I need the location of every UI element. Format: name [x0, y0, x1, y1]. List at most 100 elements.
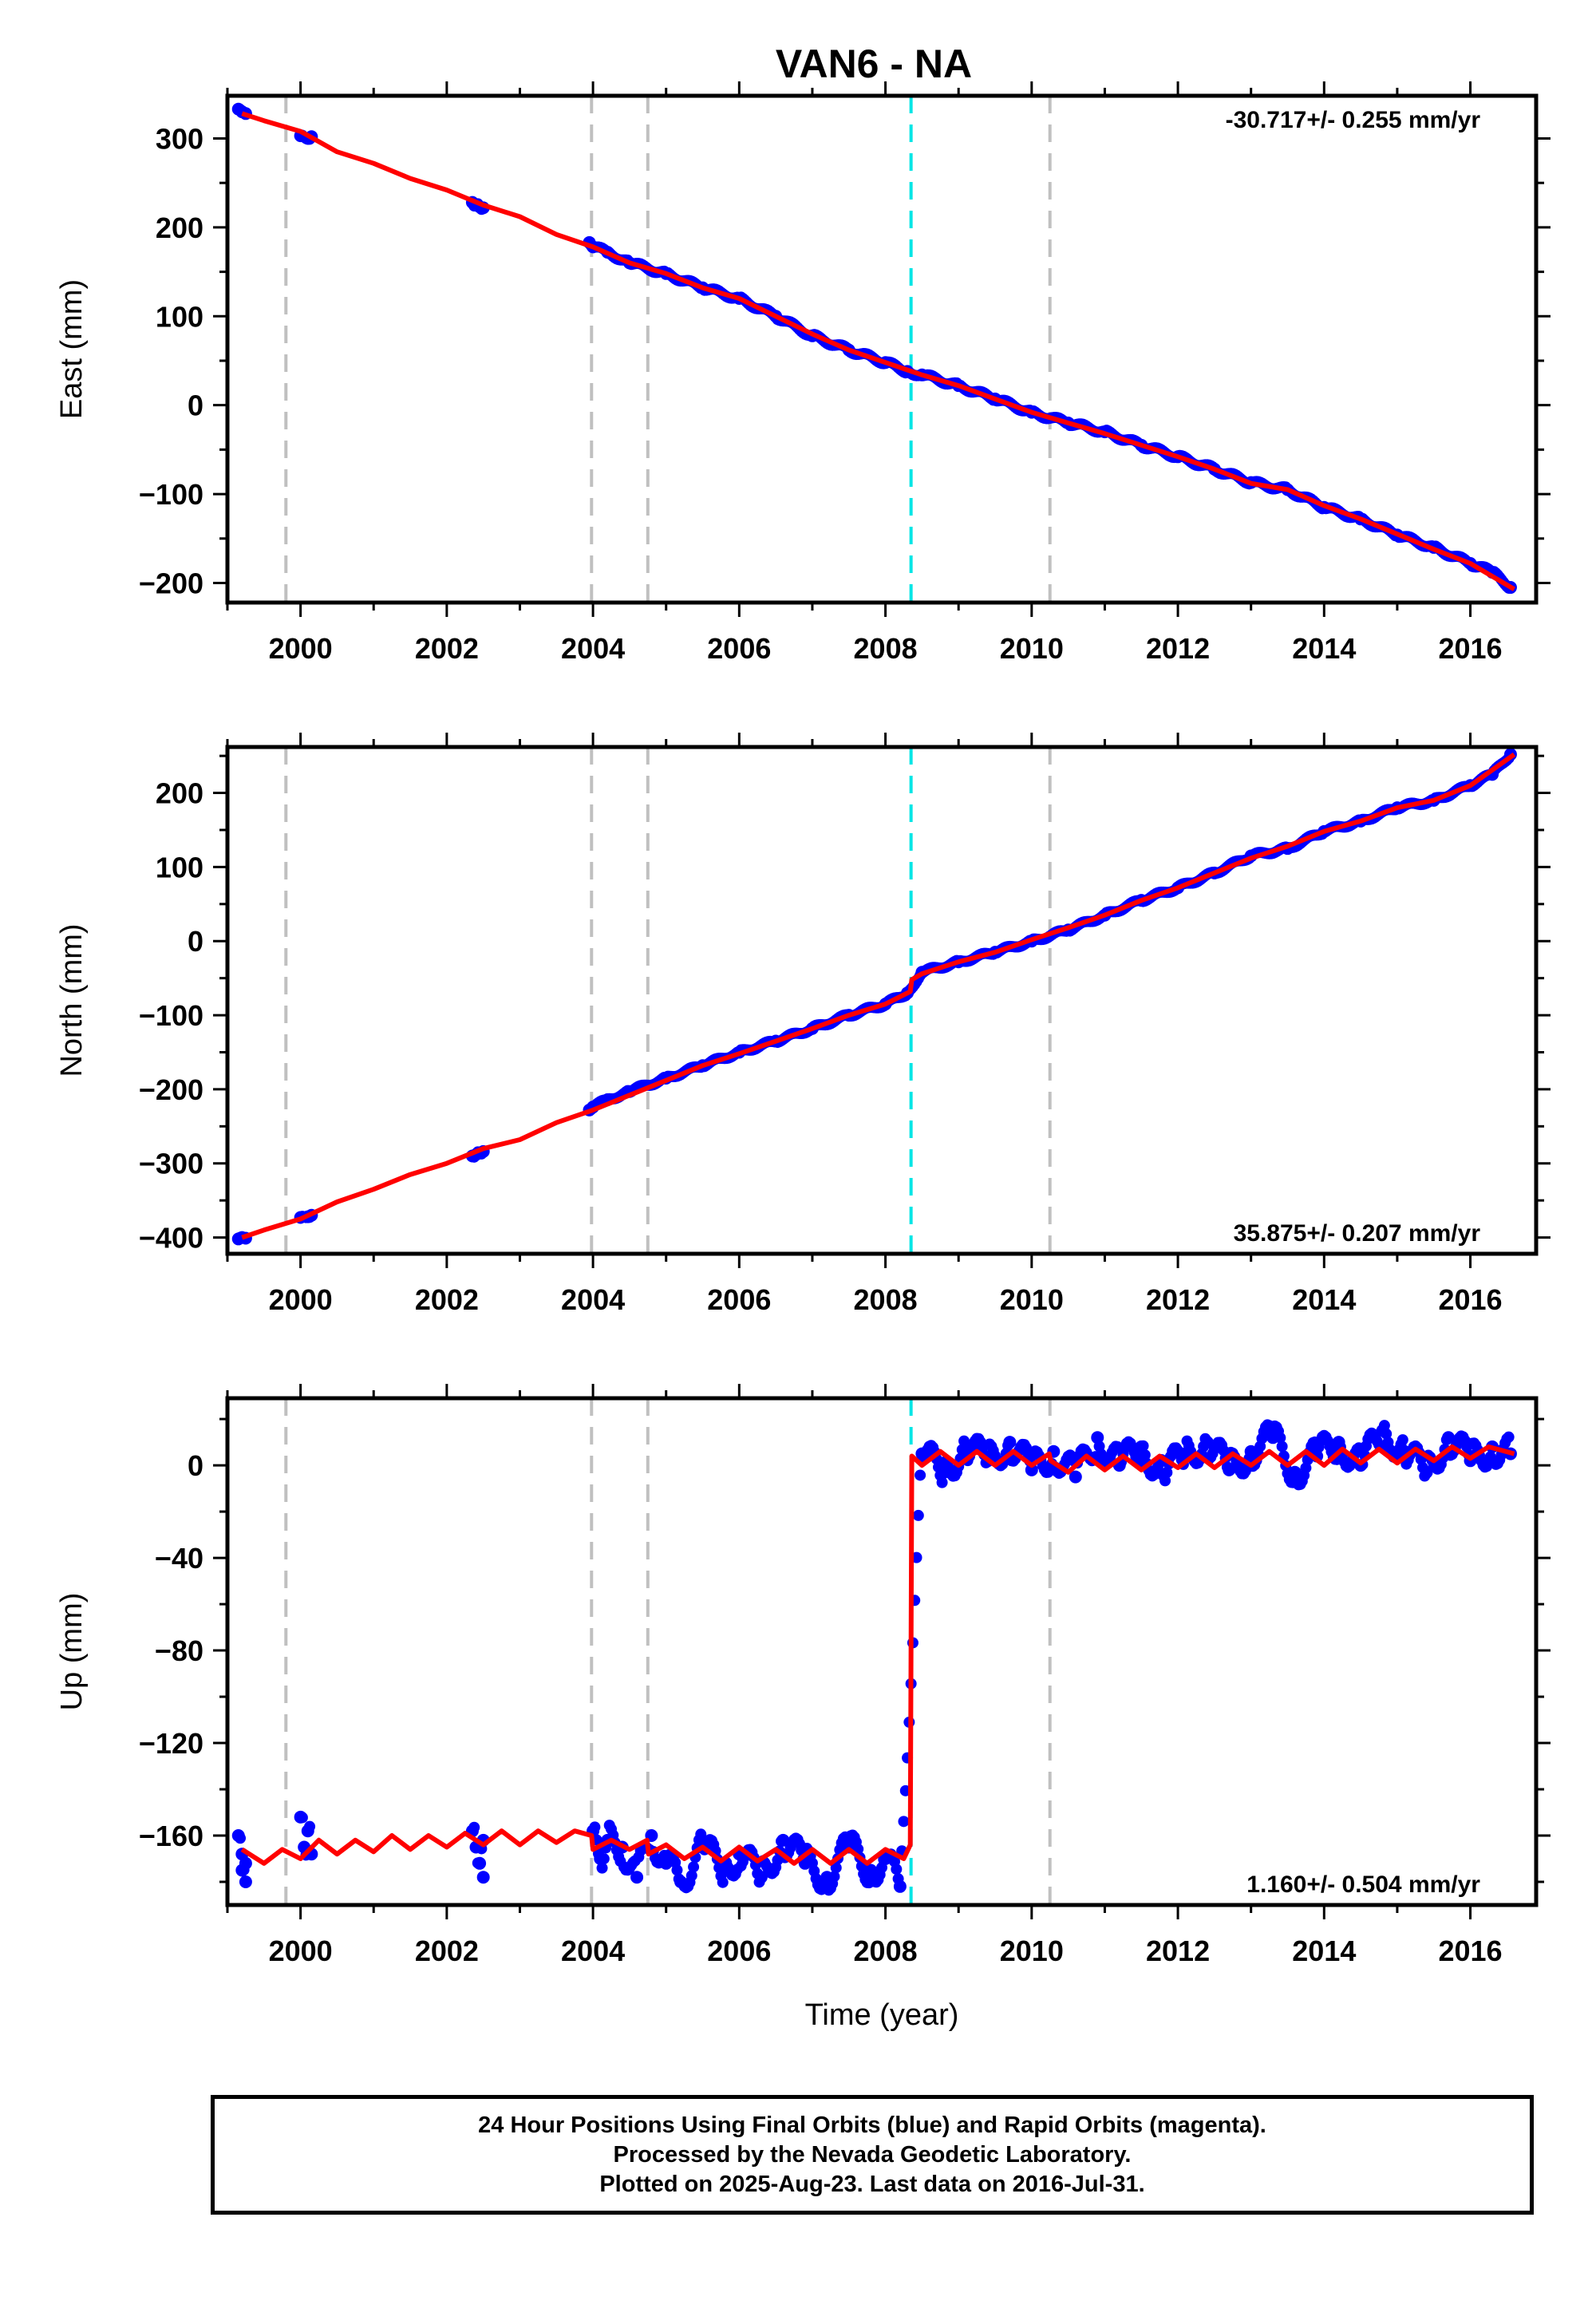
- footer-line-plotted: Plotted on 2025-Aug-23. Last data on 201…: [599, 2171, 1145, 2197]
- y-tick-label: 0: [188, 925, 203, 958]
- data-point: [958, 1435, 970, 1447]
- data-point: [239, 1875, 252, 1889]
- data-point: [630, 1871, 644, 1884]
- y-tick-label: 100: [156, 851, 203, 883]
- data-point: [1221, 1461, 1233, 1473]
- velocity-rate-label: 35.875+/- 0.207 mm/yr: [1234, 1220, 1481, 1247]
- plot-frame: [225, 93, 1539, 605]
- y-tick-label: −200: [139, 1073, 203, 1106]
- data-point: [235, 1832, 247, 1844]
- x-tick-label: 2006: [707, 1935, 771, 1967]
- data-point: [776, 1836, 788, 1848]
- data-point: [685, 1870, 697, 1882]
- data-point: [1416, 1461, 1428, 1473]
- plot-frame: [225, 745, 1539, 1256]
- x-axis-label: Time (year): [805, 1998, 959, 2032]
- data-point: [596, 1862, 608, 1874]
- data-point: [956, 1444, 968, 1456]
- footer-line-processed: Processed by the Nevada Geodetic Laborat…: [613, 2141, 1132, 2168]
- y-tick-label: −100: [139, 478, 203, 511]
- data-point: [752, 1867, 764, 1879]
- data-point: [671, 1864, 683, 1876]
- y-tick-label: 0: [188, 389, 203, 422]
- data-point: [1440, 1434, 1452, 1446]
- y-tick-label: 200: [156, 211, 203, 244]
- y-axis-label: East (mm): [55, 279, 89, 419]
- x-tick-label: 2010: [1000, 1935, 1064, 1967]
- model-fit-line: [241, 111, 1516, 591]
- data-point: [589, 1821, 601, 1833]
- x-tick-label: 2016: [1438, 1935, 1502, 1967]
- x-tick-label: 2008: [854, 632, 918, 665]
- x-tick-label: 2012: [1146, 632, 1210, 665]
- footer-caption-box: 24 Hour Positions Using Final Orbits (bl…: [211, 2095, 1534, 2215]
- velocity-rate-label: 1.160+/- 0.504 mm/yr: [1246, 1871, 1480, 1898]
- x-tick-label: 2004: [561, 632, 625, 665]
- data-point: [695, 1828, 707, 1840]
- x-tick-label: 2006: [707, 632, 771, 665]
- y-tick-label: −400: [139, 1222, 203, 1255]
- data-point: [1139, 1449, 1151, 1461]
- y-axis-label: North (mm): [55, 923, 89, 1077]
- x-tick-label: 2000: [269, 1283, 333, 1316]
- data-point: [304, 1820, 316, 1832]
- data-point: [1503, 1431, 1515, 1443]
- y-tick-label: −160: [139, 1820, 203, 1852]
- data-point: [1002, 1440, 1014, 1452]
- data-point: [1276, 1441, 1288, 1452]
- data-point: [238, 1863, 250, 1875]
- data-point: [1161, 1467, 1173, 1479]
- model-fit-line: [241, 752, 1516, 1240]
- data-point: [828, 1871, 840, 1883]
- x-tick-label: 2004: [561, 1935, 625, 1967]
- data-point: [753, 1876, 765, 1888]
- y-tick-label: 200: [156, 777, 203, 810]
- x-tick-label: 2014: [1292, 1283, 1356, 1316]
- x-tick-label: 2004: [561, 1283, 625, 1316]
- y-tick-label: 0: [188, 1449, 203, 1482]
- x-tick-label: 2012: [1146, 1283, 1210, 1316]
- data-point: [892, 1873, 904, 1885]
- data-point: [476, 1871, 490, 1884]
- data-point: [936, 1476, 948, 1488]
- data-point: [472, 1857, 484, 1869]
- data-point: [1091, 1431, 1104, 1445]
- x-tick-label: 2002: [415, 632, 479, 665]
- data-point: [1274, 1432, 1286, 1444]
- x-tick-label: 2000: [269, 1935, 333, 1967]
- y-axis-label: Up (mm): [55, 1593, 89, 1711]
- data-point: [598, 1853, 610, 1865]
- y-tick-label: 100: [156, 300, 203, 333]
- data-point: [1381, 1428, 1393, 1440]
- y-tick-label: −40: [155, 1542, 203, 1575]
- y-tick-label: −300: [139, 1148, 203, 1180]
- x-tick-label: 2016: [1438, 632, 1502, 665]
- data-point: [912, 1509, 924, 1521]
- x-tick-label: 2002: [415, 1283, 479, 1316]
- plot-frame: [225, 1396, 1539, 1907]
- data-point: [1025, 1463, 1038, 1476]
- data-point: [1069, 1470, 1082, 1484]
- y-tick-label: −80: [155, 1634, 203, 1667]
- x-tick-label: 2010: [1000, 1283, 1064, 1316]
- data-point: [891, 1863, 903, 1875]
- model-fit-line: [240, 1444, 1515, 1866]
- data-point: [1137, 1440, 1149, 1452]
- data-point: [915, 1469, 926, 1481]
- north-panel: 2000 2002 2004 2006 2008 2010 2012 2014 2016−400…: [55, 733, 1551, 1316]
- up-panel: 2000 2002 2004 2006 2008 2010 2012 2014 2016 −160…: [55, 1384, 1551, 2032]
- y-tick-label: −100: [139, 999, 203, 1032]
- x-tick-label: 2010: [1000, 632, 1064, 665]
- y-tick-label: −120: [139, 1727, 203, 1760]
- data-point: [1199, 1433, 1211, 1445]
- data-point: [1396, 1434, 1408, 1446]
- data-point: [898, 1816, 910, 1828]
- data-point: [296, 1812, 308, 1824]
- footer-line-orbits: 24 Hour Positions Using Final Orbits (bl…: [478, 2112, 1266, 2138]
- data-point: [468, 1821, 480, 1833]
- x-tick-label: 2016: [1438, 1283, 1502, 1316]
- east-panel: 2000 2002 2004 2006 2008 2010 2012 2014 2016−200…: [55, 81, 1551, 665]
- velocity-rate-label: -30.717+/- 0.255 mm/yr: [1226, 107, 1481, 133]
- x-tick-label: 2000: [269, 632, 333, 665]
